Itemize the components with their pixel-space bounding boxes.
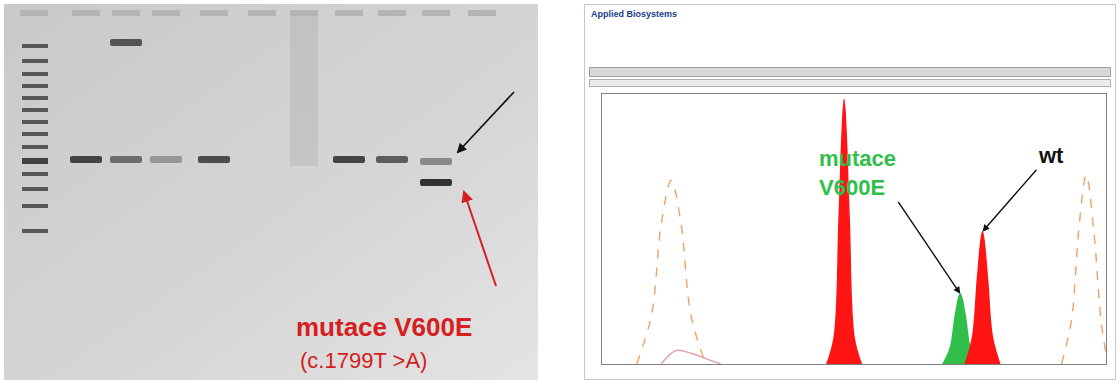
svg-text:wt: wt [1038,143,1064,168]
svg-text:mutaceV600E: mutaceV600E [819,146,896,200]
html-text:Applied Biosystems: Applied Biosystems [591,9,677,19]
svg-text:mutace V600E: mutace V600E [296,312,472,342]
svg-text:(c.1799T >A): (c.1799T >A) [300,348,427,373]
